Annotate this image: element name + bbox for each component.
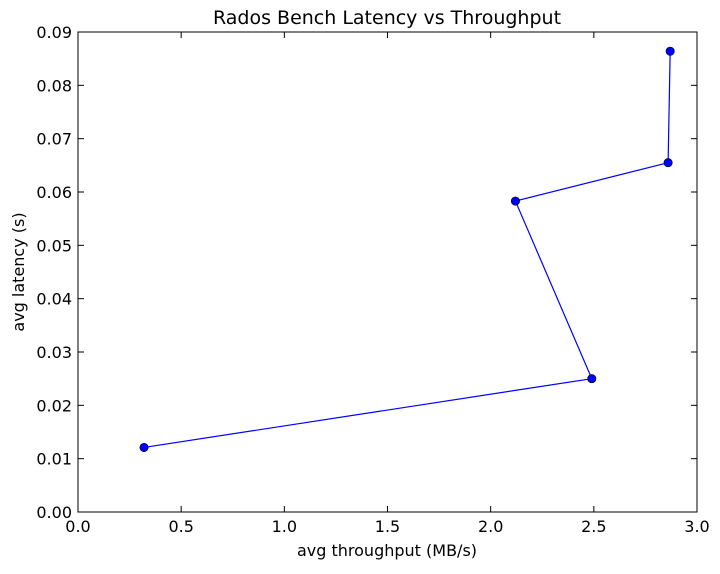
x-tick-label: 3.0	[684, 517, 709, 536]
data-point	[663, 158, 673, 168]
x-tick-label: 2.5	[581, 517, 606, 536]
plot-area: 0.0 0.5 1.0 1.5 2.0 2.5 3.0 0.00 0.01 0.02 0.03 0.0…	[36, 23, 709, 536]
y-tick-label: 0.04	[36, 290, 72, 309]
y-tick-label: 0.03	[36, 343, 72, 362]
x-tick-label: 1.0	[272, 517, 297, 536]
x-tick-label: 0.5	[168, 517, 193, 536]
y-tick-label: 0.09	[36, 23, 72, 42]
y-tick-label: 0.00	[36, 503, 72, 522]
x-axis-label: avg throughput (MB/s)	[297, 541, 477, 560]
y-tick-label: 0.05	[36, 236, 72, 255]
y-tick-label: 0.06	[36, 183, 72, 202]
data-point	[587, 374, 597, 384]
x-tick-label: 1.5	[375, 517, 400, 536]
data-point	[510, 196, 520, 206]
series-line	[143, 51, 671, 449]
y-tick-label: 0.07	[36, 130, 72, 149]
x-tick-label: 0.0	[65, 517, 90, 536]
y-tick-label: 0.01	[36, 450, 72, 469]
y-axis-label: avg latency (s)	[9, 212, 28, 331]
chart-title: Rados Bench Latency vs Throughput	[213, 7, 561, 29]
x-tick-label: 2.0	[478, 517, 503, 536]
y-tick-label: 0.02	[36, 396, 72, 415]
data-point	[665, 46, 675, 56]
plot-frame	[77, 31, 698, 513]
y-tick-label: 0.08	[36, 76, 72, 95]
data-point	[139, 442, 149, 452]
